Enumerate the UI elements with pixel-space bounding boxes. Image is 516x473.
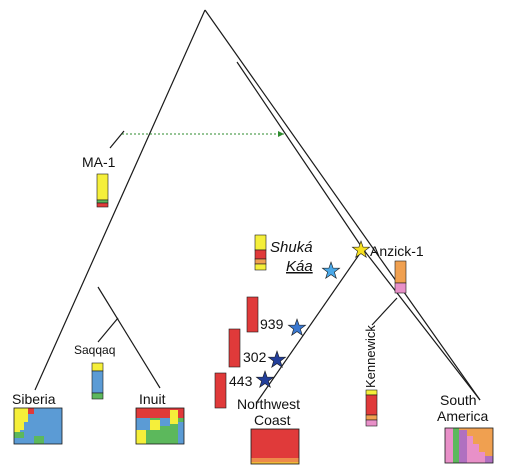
label-shuka-line2: Káa [286, 258, 313, 275]
label-anzick: Anzick-1 [370, 243, 424, 259]
label-inuit: Inuit [139, 391, 166, 407]
south-america-admixture-panel [444, 427, 494, 464]
shuka-ancestry-bar [254, 234, 267, 271]
sample-stars [255, 240, 371, 389]
label-shuka-line1: Shuká [270, 239, 313, 256]
saqqaq-ancestry-bar [91, 362, 104, 400]
ma1-ancestry-bar [96, 173, 109, 208]
label-northwest-line2: Coast [254, 412, 291, 428]
label-kennewick: Kennewick [363, 325, 378, 388]
label-northwest-line1: Northwest [237, 396, 300, 412]
branch-root-left [34, 9, 206, 391]
branch-na-north [256, 248, 364, 403]
northwest-coast-admixture-panel [250, 428, 300, 465]
branch-native-american [236, 61, 364, 250]
sample-302-ancestry-bar [228, 328, 241, 368]
sample-443-ancestry-bar [214, 372, 227, 409]
label-302: 302 [243, 349, 267, 365]
star-icon-939 [287, 318, 307, 337]
star-icon-shuka [321, 261, 341, 280]
star-icon-443 [255, 370, 275, 389]
branch-na-south [362, 248, 481, 401]
label-939: 939 [260, 316, 284, 332]
branch-siberia-inuit [97, 286, 161, 389]
branch-saqqaq [97, 317, 119, 343]
anzick-ancestry-bar [394, 260, 407, 294]
label-443: 443 [229, 373, 253, 389]
branch-root-right [204, 9, 481, 401]
sample-939-ancestry-bar [246, 296, 259, 333]
label-siberia: Siberia [12, 391, 56, 407]
label-south-line2: America [437, 408, 489, 424]
label-saqqaq: Saqqaq [74, 343, 115, 357]
inuit-admixture-panel [135, 407, 185, 445]
star-icon-302 [267, 350, 287, 369]
label-ma1: MA-1 [82, 154, 116, 170]
star-icon-anzick [351, 240, 371, 259]
tree-branches [34, 9, 481, 403]
branch-kennewick [371, 297, 398, 326]
label-south-line1: South [440, 392, 477, 408]
kennewick-ancestry-bar [365, 389, 378, 427]
siberia-admixture-panel [13, 407, 63, 445]
branch-ma1 [109, 130, 125, 149]
